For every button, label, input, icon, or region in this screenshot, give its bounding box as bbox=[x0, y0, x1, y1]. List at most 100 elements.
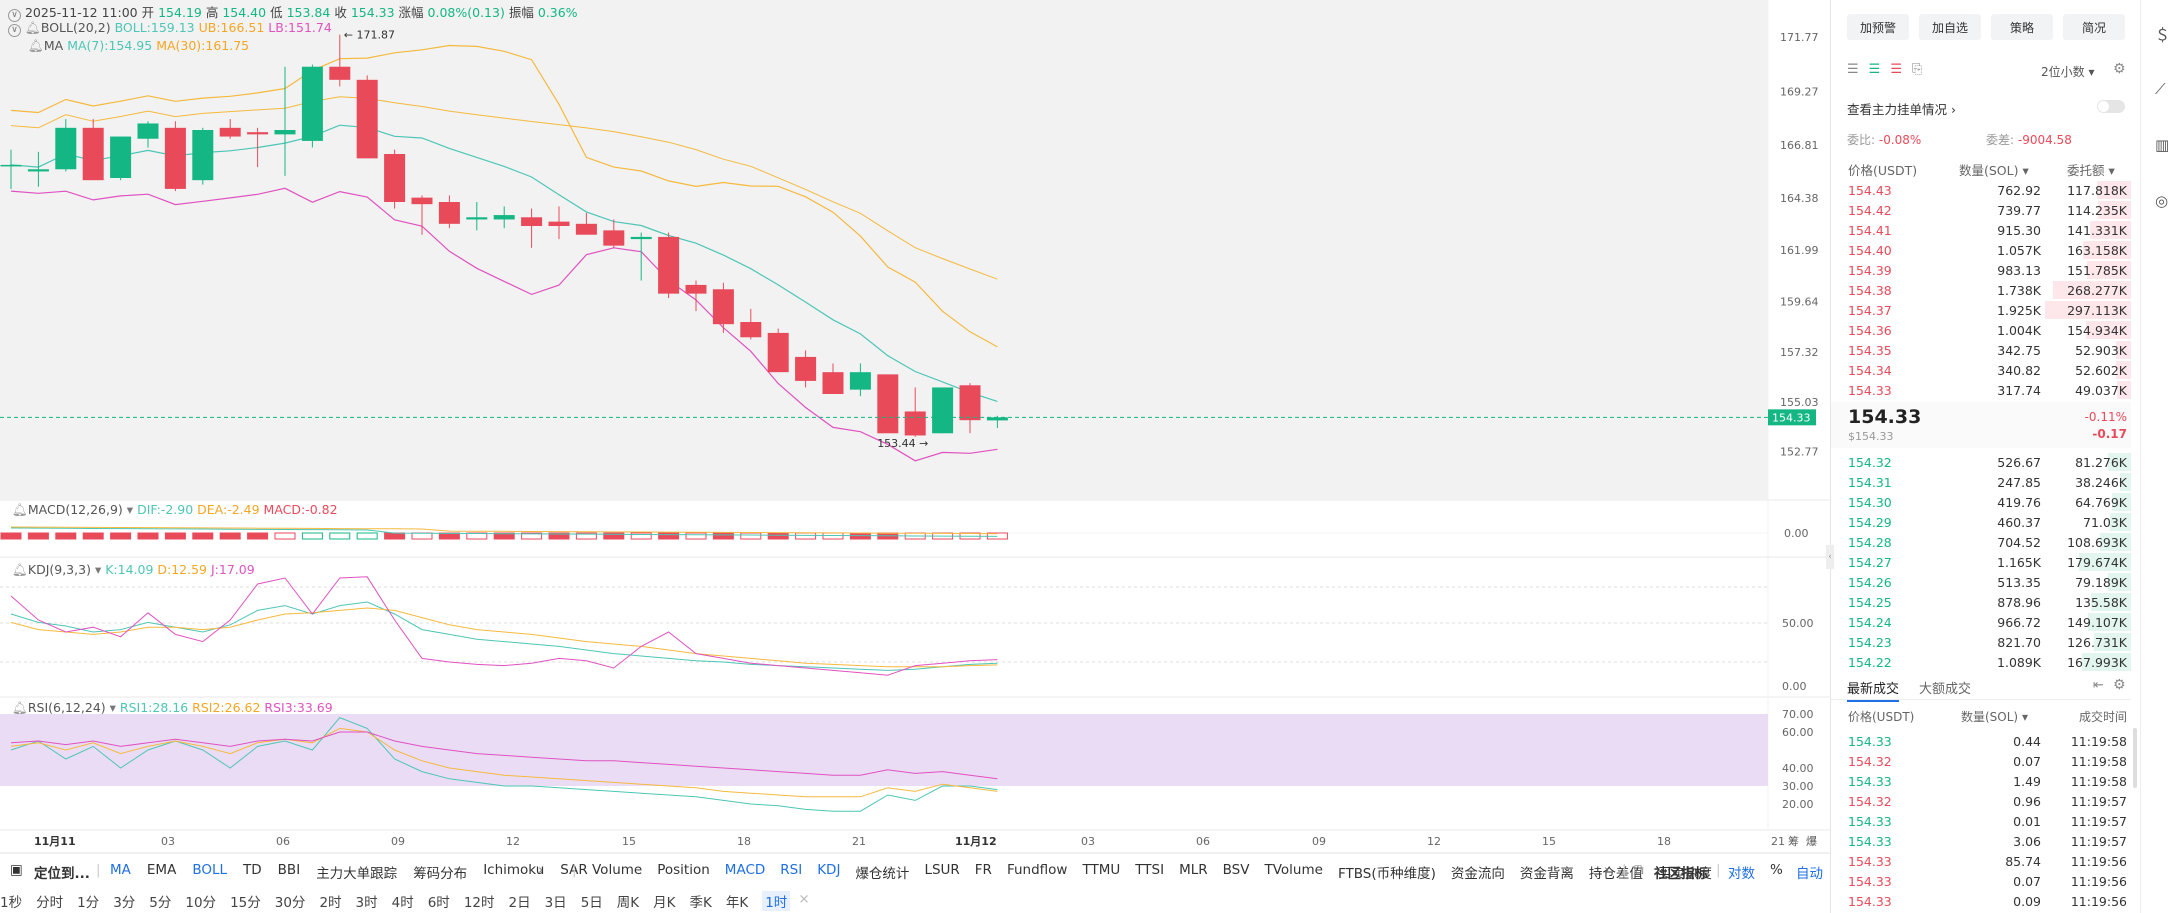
caret-down-icon[interactable]: ▾ bbox=[109, 700, 116, 715]
close-icon[interactable]: × bbox=[798, 891, 810, 907]
indicator-chip-1[interactable]: EMA bbox=[146, 862, 177, 878]
filter-icon[interactable]: ⇤ bbox=[2093, 678, 2104, 693]
candle-body[interactable] bbox=[849, 372, 871, 390]
candle-body[interactable] bbox=[521, 217, 543, 226]
subindicator-chip-1[interactable]: Position bbox=[657, 862, 710, 878]
orderbook-row[interactable]: 154.29 460.37 71.03K bbox=[1831, 512, 2131, 532]
subindicator-chip-5[interactable]: 爆仓统计 bbox=[855, 866, 910, 882]
orderbook-row[interactable]: 154.43 762.92 117.818K bbox=[1831, 180, 2131, 200]
orderbook-row[interactable]: 154.28 704.52 108.693K bbox=[1831, 532, 2131, 552]
bell-icon[interactable]: 🔔︎ bbox=[12, 562, 28, 577]
subindicator-chip-18[interactable]: 买卖热度 bbox=[1657, 866, 1712, 882]
community-icon[interactable]: ⧉ bbox=[1634, 862, 1644, 878]
candle-body[interactable] bbox=[384, 154, 406, 202]
orderbook-row[interactable]: 154.40 1.057K 163.158K bbox=[1831, 240, 2131, 260]
bell-icon[interactable]: 🔔︎ bbox=[12, 700, 28, 715]
settings-icon[interactable]: ⚙ bbox=[2113, 61, 2126, 77]
subindicator-chip-14[interactable]: FTBS(币种维度) bbox=[1337, 866, 1436, 882]
indicator-chip-4[interactable]: BBI bbox=[277, 862, 301, 878]
tab-latest-trades[interactable]: 最新成交 bbox=[1847, 678, 1900, 702]
calendar-icon[interactable]: ▣ bbox=[10, 862, 23, 878]
subindicator-chip-9[interactable]: TTMU bbox=[1082, 862, 1121, 878]
orderbook-row[interactable]: 154.27 1.165K 179.674K bbox=[1831, 552, 2131, 572]
subindicator-chip-4[interactable]: KDJ bbox=[817, 862, 841, 878]
candle-body[interactable] bbox=[959, 385, 981, 421]
bar-chart-icon[interactable]: ▥ bbox=[2155, 136, 2170, 154]
indicator-chip-7[interactable]: Ichimoku bbox=[483, 862, 545, 878]
candle-body[interactable] bbox=[356, 79, 378, 159]
orderbook-row[interactable]: 154.37 1.925K 297.113K bbox=[1831, 300, 2131, 320]
candle-body[interactable] bbox=[192, 130, 214, 181]
candle-body[interactable] bbox=[904, 411, 926, 436]
candle-body[interactable] bbox=[0, 164, 22, 167]
indicator-chip-5[interactable]: 主力大单跟踪 bbox=[316, 866, 398, 882]
candle-body[interactable] bbox=[493, 215, 515, 220]
subindicator-chip-13[interactable]: TVolume bbox=[1264, 862, 1323, 878]
community-indicator-button[interactable]: 社区指标 bbox=[1654, 866, 1708, 882]
indicator-chip-8[interactable]: SAR bbox=[560, 862, 588, 878]
tab-big-trades[interactable]: 大额成交 bbox=[1919, 682, 1972, 697]
chevron-right-icon[interactable]: › bbox=[1604, 862, 1610, 878]
dollar-icon[interactable]: ＄ bbox=[2155, 26, 2171, 44]
ma-legend[interactable]: 🔔︎MA MA(7):154.95 MA(30):161.75 bbox=[28, 38, 250, 53]
candle-body[interactable] bbox=[630, 236, 652, 240]
candle-body[interactable] bbox=[247, 132, 269, 135]
candle-body[interactable] bbox=[822, 372, 844, 394]
orderbook-row[interactable]: 154.39 983.13 151.785K bbox=[1831, 260, 2131, 280]
interval-9[interactable]: 3时 bbox=[355, 895, 378, 911]
orderbook-row[interactable]: 154.35 342.75 52.903K bbox=[1831, 340, 2131, 360]
orderbook-row[interactable]: 154.38 1.738K 268.277K bbox=[1831, 280, 2131, 300]
subindicator-chip-7[interactable]: FR bbox=[974, 862, 992, 878]
strategy-button[interactable]: 策略 bbox=[1991, 14, 2053, 40]
interval-18[interactable]: 季K bbox=[689, 895, 712, 911]
candle-body[interactable] bbox=[685, 284, 707, 294]
candle-body[interactable] bbox=[466, 217, 488, 220]
subindicator-chip-11[interactable]: MLR bbox=[1179, 862, 1208, 878]
orderbook-row[interactable]: 154.36 1.004K 154.934K bbox=[1831, 320, 2131, 340]
caret-down-icon[interactable]: ▾ bbox=[126, 502, 134, 517]
percent-scale-button[interactable]: % bbox=[1770, 862, 1783, 878]
candle-body[interactable] bbox=[658, 236, 680, 294]
trade-qty-header[interactable]: 数量(SOL) ▾ bbox=[1961, 710, 2028, 724]
bell-icon[interactable]: 🔔︎ bbox=[12, 502, 28, 517]
interval-8[interactable]: 2时 bbox=[319, 895, 342, 911]
indicator-chip-0[interactable]: MA bbox=[110, 862, 131, 878]
indicator-chip-3[interactable]: TD bbox=[243, 862, 262, 878]
interval-10[interactable]: 4时 bbox=[391, 895, 414, 911]
indicator-chip-2[interactable]: BOLL bbox=[192, 862, 228, 878]
interval-14[interactable]: 3日 bbox=[544, 895, 567, 911]
both-sides-icon[interactable]: ☰ bbox=[1847, 62, 1869, 77]
chart-line-icon[interactable]: ⟋ bbox=[2155, 80, 2166, 98]
overview-button[interactable]: 简况 bbox=[2063, 14, 2125, 40]
interval-11[interactable]: 6时 bbox=[427, 895, 450, 911]
candle-body[interactable] bbox=[740, 322, 762, 338]
candle-body[interactable] bbox=[274, 130, 296, 135]
locate-button[interactable]: 定位到... bbox=[34, 866, 90, 882]
subindicator-chip-15[interactable]: 资金流向 bbox=[1450, 866, 1505, 882]
candle-body[interactable] bbox=[27, 169, 49, 172]
interval-5[interactable]: 10分 bbox=[185, 895, 217, 911]
precision-select[interactable]: 2位小数 ▾ bbox=[2041, 65, 2095, 79]
orderbook-row[interactable]: 154.42 739.77 114.235K bbox=[1831, 200, 2131, 220]
rsi-legend[interactable]: 🔔︎RSI(6,12,24) ▾ RSI1:28.16 RSI2:26.62 R… bbox=[12, 700, 333, 715]
candle-body[interactable] bbox=[301, 66, 323, 141]
candle-body[interactable] bbox=[795, 356, 817, 381]
interval-13[interactable]: 2日 bbox=[508, 895, 531, 911]
qty-col-header[interactable]: 数量(SOL) ▾ bbox=[1959, 163, 2029, 178]
log-scale-button[interactable]: 对数 bbox=[1728, 866, 1755, 882]
orderbook-row[interactable]: 154.22 1.089K 167.993K bbox=[1831, 652, 2131, 672]
candle-body[interactable] bbox=[55, 127, 77, 170]
depth-icon[interactable]: ⎘ bbox=[1911, 62, 1933, 77]
subindicator-chip-10[interactable]: TTSI bbox=[1135, 862, 1165, 878]
kdj-legend[interactable]: 🔔︎KDJ(9,3,3) ▾ K:14.09 D:12.59 J:17.09 bbox=[12, 562, 255, 577]
candle-body[interactable] bbox=[219, 127, 241, 137]
candle-body[interactable] bbox=[110, 136, 132, 178]
candle-body[interactable] bbox=[575, 223, 597, 235]
orderbook-row[interactable]: 154.41 915.30 141.331K bbox=[1831, 220, 2131, 240]
candle-body[interactable] bbox=[877, 374, 899, 434]
interval-0[interactable]: 1秒 bbox=[0, 895, 23, 911]
interval-4[interactable]: 5分 bbox=[149, 895, 172, 911]
interval-2[interactable]: 1分 bbox=[77, 895, 100, 911]
subindicator-chip-16[interactable]: 资金背离 bbox=[1519, 866, 1574, 882]
candle-body[interactable] bbox=[438, 202, 460, 224]
